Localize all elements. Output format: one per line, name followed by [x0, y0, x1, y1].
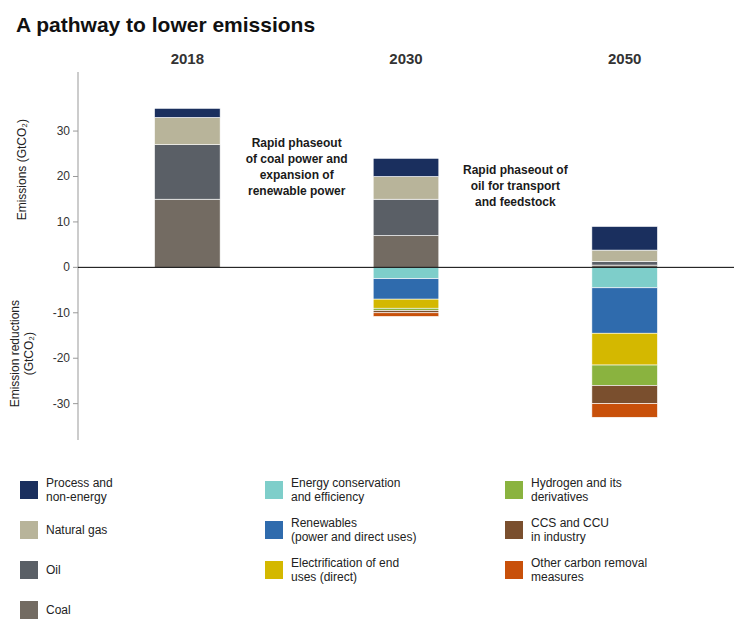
y-tick-label: 30	[57, 124, 71, 138]
bar-segment	[155, 108, 221, 117]
bar-segment	[155, 199, 221, 267]
bar-segment	[592, 333, 658, 365]
bar-segment	[373, 199, 439, 235]
bar-segment	[373, 299, 439, 308]
category-label: 2050	[608, 50, 641, 67]
annotation: Rapid phaseout ofoil for transportand fe…	[463, 163, 569, 209]
legend-label: Renewables(power and direct uses)	[291, 516, 416, 544]
bar-segment	[373, 308, 439, 310]
bar-segment	[592, 385, 658, 403]
y-axis-label: Emission reductions(GtCO₂)	[8, 300, 36, 407]
bar-segment	[592, 250, 658, 261]
legend: Process andnon-energy Natural gas Oil Coal E…	[20, 476, 647, 619]
y-axis-label: Emissions (GtCO₂)	[15, 119, 29, 220]
legend-label: Electrification of enduses (direct)	[291, 556, 399, 584]
legend-swatch	[265, 521, 283, 539]
y-tick-label: 0	[63, 260, 70, 274]
legend-swatch	[505, 561, 523, 579]
annotation: Rapid phaseoutof coal power andexpansion…	[246, 136, 348, 198]
y-tick	[73, 267, 78, 268]
bar-segment	[592, 288, 658, 333]
y-tick	[73, 358, 78, 359]
legend-swatch	[20, 481, 38, 499]
legend-label: Hydrogen and itsderivatives	[531, 476, 622, 504]
bar-segment	[373, 176, 439, 199]
category-label: 2018	[171, 50, 204, 67]
y-tick-label: 10	[57, 215, 71, 229]
legend-swatch	[505, 521, 523, 539]
bars	[155, 108, 658, 417]
bar-segment	[373, 158, 439, 176]
bar-segment	[592, 365, 658, 385]
category-label: 2030	[389, 50, 422, 67]
y-tick	[73, 312, 78, 313]
legend-swatch	[20, 521, 38, 539]
bar-segment	[373, 267, 439, 278]
y-tick-label: 20	[57, 169, 71, 183]
legend-label: Coal	[46, 603, 71, 617]
bar-segment	[155, 145, 221, 200]
legend-swatch	[505, 481, 523, 499]
y-tick-label: -30	[53, 397, 71, 411]
y-tick	[73, 221, 78, 222]
bar-segment	[592, 404, 658, 418]
legend-label: Energy conservationand efficiency	[291, 476, 400, 504]
bar-segment	[592, 261, 658, 265]
y-tick	[73, 176, 78, 177]
y-tick	[73, 131, 78, 132]
chart: A pathway to lower emissions -30 -20 -10 0 10…	[0, 0, 754, 632]
bar-segment	[592, 226, 658, 250]
bar-segment	[373, 236, 439, 268]
legend-swatch	[20, 601, 38, 619]
y-tick-label: -20	[53, 351, 71, 365]
y-tick-label: -10	[53, 306, 71, 320]
title: A pathway to lower emissions	[16, 13, 315, 36]
legend-swatch	[20, 561, 38, 579]
legend-swatch	[265, 561, 283, 579]
legend-label: CCS and CCUin industry	[531, 516, 609, 544]
bar-segment	[373, 313, 439, 317]
zero-line	[78, 267, 734, 268]
legend-label: Other carbon removalmeasures	[531, 556, 647, 584]
bar-segment	[373, 311, 439, 313]
y-axis	[78, 72, 79, 440]
bar-segment	[373, 279, 439, 299]
bar-segment	[155, 117, 221, 144]
legend-label: Process andnon-energy	[46, 476, 113, 504]
legend-swatch	[265, 481, 283, 499]
legend-label: Natural gas	[46, 523, 107, 537]
legend-label: Oil	[46, 563, 61, 577]
y-tick	[73, 403, 78, 404]
bar-segment	[592, 267, 658, 287]
